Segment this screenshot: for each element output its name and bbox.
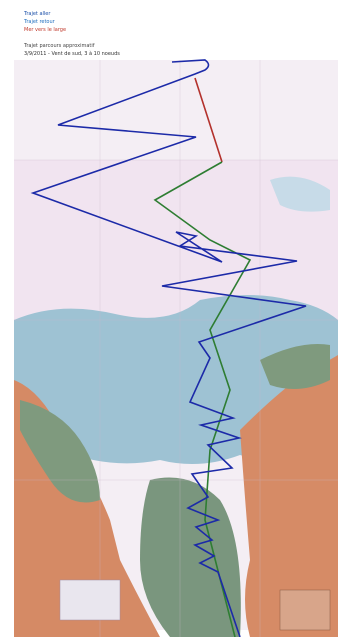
legend: Trajet aller Trajet retour Mer vers le l…	[24, 10, 284, 58]
legend-rupture: Mer vers le large	[24, 27, 67, 33]
route-red	[194, 77, 223, 163]
land-east	[240, 355, 338, 637]
shoal-patch-1	[270, 176, 330, 212]
title-block	[279, 589, 331, 631]
legend-retour: Trajet retour	[24, 19, 55, 25]
bay-water	[140, 477, 241, 637]
inset-box	[59, 579, 121, 621]
route-green	[153, 161, 252, 637]
legend-aller: Trajet aller	[24, 11, 51, 17]
chart-grid	[14, 60, 338, 637]
green-area-2	[260, 344, 330, 389]
legend-note-2: 3/9/2011 - Vent de sud, 3 à 10 noeuds	[24, 51, 120, 57]
route-blue	[30, 59, 307, 637]
green-area-1	[20, 400, 100, 503]
legend-note-1: Trajet parcours approximatif	[24, 43, 95, 49]
